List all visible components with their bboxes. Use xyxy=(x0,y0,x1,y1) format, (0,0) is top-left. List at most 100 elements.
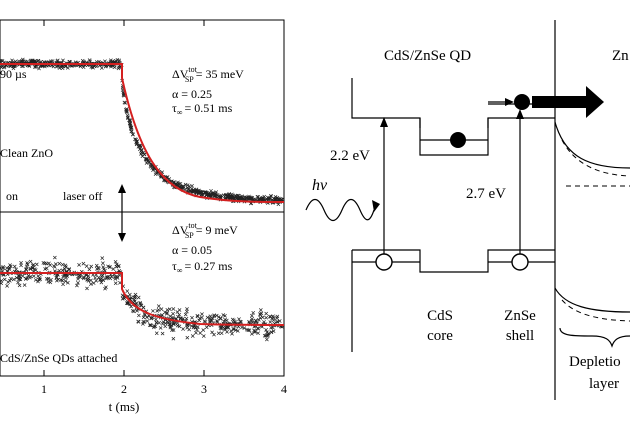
data-marker xyxy=(57,268,62,273)
data-marker xyxy=(113,277,118,281)
data-marker xyxy=(127,118,131,123)
data-marker xyxy=(235,329,240,333)
top-delta-v: ΔVtot SP = 35 meV xyxy=(172,65,244,84)
data-marker xyxy=(125,289,130,293)
data-marker xyxy=(0,58,4,63)
data-marker xyxy=(165,175,170,179)
data-marker xyxy=(266,331,271,336)
data-marker xyxy=(262,333,267,338)
data-marker xyxy=(2,64,7,69)
data-marker xyxy=(144,161,149,165)
data-marker xyxy=(167,322,172,327)
data-marker xyxy=(195,325,200,329)
data-marker xyxy=(209,188,213,193)
data-marker xyxy=(55,58,60,63)
arrow-excitation-shell xyxy=(516,109,524,254)
data-marker xyxy=(116,264,121,269)
data-marker xyxy=(197,191,202,195)
label-tau-90us: 90 µs xyxy=(0,67,27,81)
data-marker xyxy=(216,331,221,336)
data-marker xyxy=(141,305,146,310)
data-marker xyxy=(64,275,68,280)
data-marker xyxy=(7,278,12,283)
data-marker xyxy=(67,267,71,272)
data-marker xyxy=(34,262,39,267)
depletion-brace xyxy=(559,327,630,348)
arrow-excitation-core xyxy=(380,117,388,254)
data-marker xyxy=(62,267,67,271)
data-marker xyxy=(87,58,92,62)
data-marker xyxy=(109,64,113,69)
data-marker xyxy=(243,195,247,199)
data-marker xyxy=(24,267,28,272)
data-marker xyxy=(265,337,269,342)
data-marker xyxy=(19,263,23,268)
data-marker xyxy=(190,186,194,191)
data-marker xyxy=(145,157,149,162)
data-marker xyxy=(219,331,224,336)
data-marker xyxy=(129,304,133,309)
data-marker xyxy=(100,256,105,260)
data-marker xyxy=(218,316,223,320)
data-marker xyxy=(37,66,41,71)
data-marker xyxy=(111,267,116,271)
data-marker xyxy=(262,194,267,199)
data-marker xyxy=(117,58,122,63)
data-marker xyxy=(42,261,47,266)
data-marker xyxy=(90,65,95,69)
data-marker xyxy=(16,280,20,285)
label-depletion: Depletio xyxy=(569,354,621,370)
data-marker xyxy=(171,311,175,316)
top-tau-inf: τ∞ = 0.51 ms xyxy=(172,101,233,117)
data-marker xyxy=(93,276,98,280)
data-marker xyxy=(109,274,114,279)
data-marker xyxy=(275,195,280,200)
data-marker xyxy=(122,100,127,105)
data-marker xyxy=(206,192,210,196)
data-marker xyxy=(114,58,118,63)
data-marker xyxy=(101,278,106,282)
data-marker xyxy=(59,278,63,282)
data-marker xyxy=(18,274,22,279)
data-marker xyxy=(48,280,53,285)
data-marker xyxy=(198,331,203,335)
data-marker xyxy=(85,286,89,291)
label-cds: CdS xyxy=(427,308,453,324)
data-marker xyxy=(264,315,269,320)
data-marker xyxy=(84,273,89,278)
valence-band-upper xyxy=(352,249,555,273)
data-marker xyxy=(137,147,142,152)
data-marker xyxy=(117,65,121,70)
data-marker xyxy=(101,261,105,266)
data-marker xyxy=(33,278,38,282)
data-marker xyxy=(231,327,236,331)
bottom-delta-v: ΔVtot SP = 9 meV xyxy=(172,221,238,240)
data-marker xyxy=(61,58,65,63)
data-marker xyxy=(266,197,271,202)
data-marker xyxy=(48,263,53,267)
data-marker xyxy=(264,311,269,316)
data-marker xyxy=(216,315,221,319)
data-marker xyxy=(194,330,198,335)
data-marker xyxy=(240,325,244,330)
data-marker xyxy=(151,168,155,172)
data-marker xyxy=(139,148,144,152)
data-marker xyxy=(183,312,188,317)
data-marker xyxy=(106,264,110,269)
data-marker xyxy=(129,129,134,134)
data-marker xyxy=(163,321,168,326)
data-marker xyxy=(149,323,153,328)
data-marker xyxy=(104,285,108,290)
data-marker xyxy=(53,255,57,260)
data-marker xyxy=(31,59,36,64)
data-marker xyxy=(250,196,254,201)
data-marker xyxy=(160,313,164,317)
data-marker xyxy=(239,320,243,324)
data-marker xyxy=(242,326,247,330)
data-marker xyxy=(185,335,190,340)
data-marker xyxy=(132,309,136,314)
data-marker xyxy=(210,330,214,335)
data-marker xyxy=(89,264,94,269)
data-marker xyxy=(0,266,3,270)
data-marker xyxy=(165,310,169,315)
